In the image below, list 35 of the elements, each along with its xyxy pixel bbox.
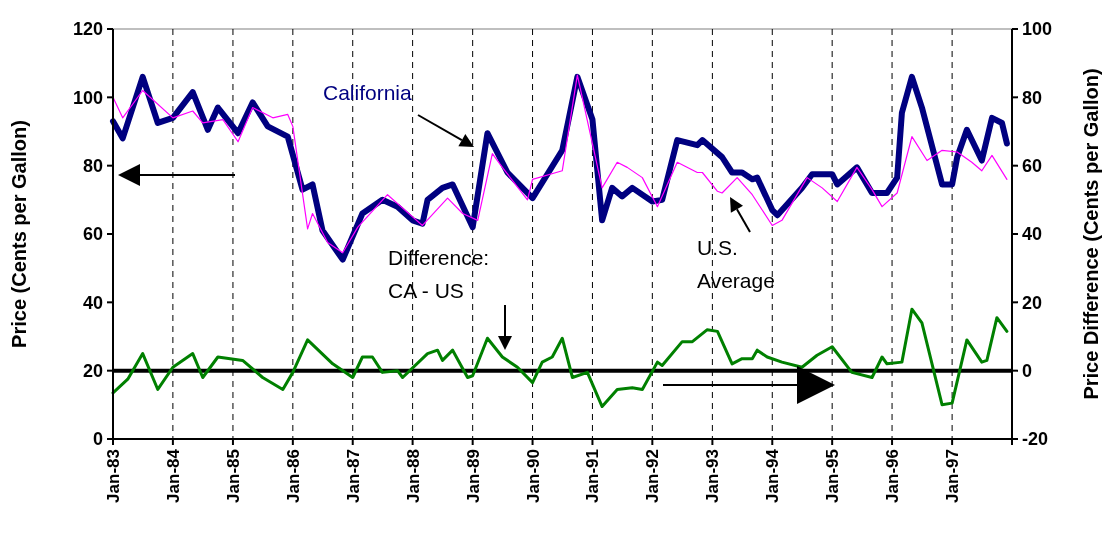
x-tick-label: Jan-85 (223, 449, 243, 503)
x-tick-label: Jan-95 (823, 449, 843, 503)
x-tick-label: Jan-92 (643, 449, 663, 503)
line-series (111, 307, 1009, 409)
y2-tick-label: 60 (1022, 155, 1043, 176)
x-tick-label: Jan-91 (583, 449, 603, 503)
x-tick-label: Jan-89 (463, 449, 483, 503)
y-tick-label: 20 (82, 360, 103, 381)
y2-tick-label: 100 (1022, 19, 1053, 40)
y2-tick-label: 0 (1022, 360, 1033, 381)
x-tick-label: Jan-87 (343, 449, 363, 503)
series-label: Difference: CA - US (388, 246, 490, 302)
y-tick-label: 60 (82, 224, 103, 245)
y2-axis-title: Price Difference (Cents per Gallon) (1080, 68, 1102, 400)
x-tick-label: Jan-88 (403, 449, 423, 503)
x-tick-label: Jan-93 (703, 449, 723, 503)
x-tick-label: Jan-96 (883, 449, 903, 503)
y-tick-label: 100 (72, 87, 103, 108)
x-tick-label: Jan-97 (943, 449, 963, 503)
x-tick-label: Jan-83 (103, 449, 123, 503)
y2-tick-label: -20 (1022, 429, 1049, 450)
y2-tick-label: 20 (1022, 292, 1043, 313)
y-tick-label: 120 (72, 19, 103, 40)
x-tick-label: Jan-90 (523, 449, 543, 503)
x-tick-label: Jan-86 (283, 449, 303, 503)
y2-tick-label: 40 (1022, 224, 1043, 245)
y-tick-label: 40 (82, 292, 103, 313)
y2-tick-label: 80 (1022, 87, 1043, 108)
x-tick-label: Jan-84 (163, 448, 183, 503)
y-axis-title: Price (Cents per Gallon) (8, 120, 30, 348)
y-tick-label: 0 (92, 429, 103, 450)
y-tick-label: 80 (82, 155, 103, 176)
x-tick-label: Jan-94 (763, 448, 783, 503)
series-label: U.S. Average (697, 236, 775, 292)
text: California (323, 81, 413, 104)
